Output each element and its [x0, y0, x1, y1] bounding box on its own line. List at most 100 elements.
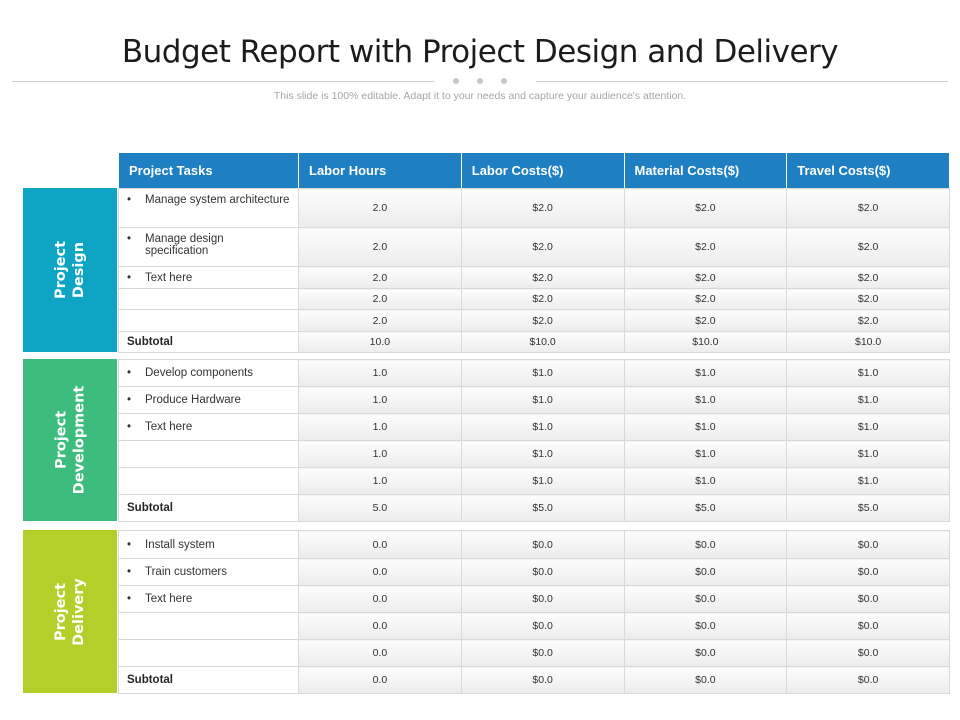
value-cell: $1.0	[460, 413, 625, 441]
table-row: • Text here 1.0 $1.0 $1.0 $1.0	[118, 413, 950, 441]
value-cell: 2.0	[298, 227, 462, 267]
subtotal-label: Subtotal	[118, 666, 299, 694]
subtotal-value: $0.0	[460, 666, 625, 694]
subtotal-value: $5.0	[460, 494, 625, 522]
value-cell: $2.0	[623, 309, 788, 332]
task-cell	[118, 440, 299, 468]
subtotal-value: 5.0	[298, 494, 462, 522]
value-cell: $0.0	[623, 585, 788, 613]
title-divider-left	[12, 81, 434, 82]
task-cell: • Train customers	[118, 558, 299, 586]
value-cell: $1.0	[623, 386, 788, 414]
task-cell	[118, 467, 299, 495]
task-cell: • Text here	[118, 266, 299, 289]
task-cell	[118, 288, 299, 310]
value-cell: 1.0	[298, 386, 462, 414]
value-cell: $1.0	[623, 467, 788, 495]
task-text: Manage system architecture	[145, 194, 290, 206]
value-cell: $2.0	[623, 266, 788, 289]
task-cell: • Develop components	[118, 359, 299, 387]
header-row: Project Tasks Labor Hours Labor Costs($)…	[118, 152, 950, 189]
slide-subtitle: This slide is 100% editable. Adapt it to…	[273, 90, 687, 102]
divider-dot	[453, 78, 459, 84]
value-cell: 0.0	[298, 558, 462, 586]
table-row: 2.0 $2.0 $2.0 $2.0	[118, 288, 950, 310]
value-cell: $0.0	[460, 558, 625, 586]
subtotal-row: Subtotal 0.0 $0.0 $0.0 $0.0	[118, 666, 950, 694]
value-cell: $0.0	[786, 585, 950, 613]
value-cell: $2.0	[786, 288, 950, 310]
divider-dot	[477, 78, 483, 84]
value-cell: $0.0	[786, 530, 950, 559]
value-cell: 1.0	[298, 467, 462, 495]
task-cell	[118, 612, 299, 640]
header-labor-costs: Labor Costs($)	[460, 152, 625, 189]
header-project-tasks: Project Tasks	[118, 152, 299, 189]
table-row: • Manage system architecture 2.0 $2.0 $2.0 $2…	[118, 188, 950, 228]
value-cell: 1.0	[298, 440, 462, 468]
table-header: Project Tasks Labor Hours Labor Costs($)…	[118, 152, 950, 189]
task-text: Produce Hardware	[145, 394, 241, 406]
subtotal-value: $5.0	[786, 494, 950, 522]
value-cell: 1.0	[298, 359, 462, 387]
task-cell	[118, 639, 299, 667]
value-cell: $1.0	[623, 413, 788, 441]
value-cell: $2.0	[460, 288, 625, 310]
task-cell: • Text here	[118, 413, 299, 441]
value-cell: $1.0	[786, 413, 950, 441]
table-row: • Text here 2.0 $2.0 $2.0 $2.0	[118, 266, 950, 289]
divider-dot	[501, 78, 507, 84]
value-cell: $2.0	[623, 188, 788, 228]
value-cell: $0.0	[460, 612, 625, 640]
task-cell: • Produce Hardware	[118, 386, 299, 414]
table-row: • Install system 0.0 $0.0 $0.0 $0.0	[118, 530, 950, 559]
section-label-design: Project Design	[23, 188, 117, 352]
value-cell: $1.0	[460, 440, 625, 468]
section-table-delivery: • Install system 0.0 $0.0 $0.0 $0.0 • Train cus…	[118, 530, 950, 694]
value-cell: $2.0	[460, 266, 625, 289]
value-cell: $2.0	[623, 227, 788, 267]
value-cell: $2.0	[460, 227, 625, 267]
value-cell: $2.0	[786, 227, 950, 267]
bullet-icon: •	[127, 194, 132, 206]
subtotal-value: 0.0	[298, 666, 462, 694]
section-label-delivery: Project Delivery	[23, 530, 117, 693]
value-cell: $1.0	[460, 359, 625, 387]
value-cell: $1.0	[786, 467, 950, 495]
bullet-icon: •	[127, 394, 132, 406]
value-cell: $2.0	[786, 266, 950, 289]
value-cell: $1.0	[786, 386, 950, 414]
value-cell: $0.0	[460, 585, 625, 613]
subtotal-label: Subtotal	[118, 494, 299, 522]
task-text: Text here	[145, 421, 193, 433]
value-cell: 1.0	[298, 413, 462, 441]
subtotal-value: $10.0	[623, 331, 788, 353]
task-cell: • Manage design specification	[118, 227, 299, 267]
table-row: 0.0 $0.0 $0.0 $0.0	[118, 639, 950, 667]
value-cell: $0.0	[786, 612, 950, 640]
bullet-icon: •	[127, 271, 132, 284]
subtotal-label: Subtotal	[118, 331, 299, 353]
task-cell: • Text here	[118, 585, 299, 613]
bullet-icon: •	[127, 421, 132, 433]
task-cell	[118, 309, 299, 332]
value-cell: 2.0	[298, 188, 462, 228]
bullet-icon: •	[127, 233, 132, 245]
table-row: 0.0 $0.0 $0.0 $0.0	[118, 612, 950, 640]
task-text: Text here	[145, 593, 193, 605]
section-label-development: Project Development	[23, 359, 117, 521]
value-cell: $0.0	[623, 639, 788, 667]
table-row: 1.0 $1.0 $1.0 $1.0	[118, 467, 950, 495]
table-row: • Manage design specification 2.0 $2.0 $2.0 $…	[118, 227, 950, 267]
task-text: Manage design specification	[145, 233, 224, 257]
task-text: Install system	[145, 538, 215, 551]
task-cell: • Install system	[118, 530, 299, 559]
table-row: • Produce Hardware 1.0 $1.0 $1.0 $1.0	[118, 386, 950, 414]
value-cell: $0.0	[623, 530, 788, 559]
section-label-text: Project Development	[53, 385, 88, 495]
value-cell: $1.0	[623, 359, 788, 387]
bullet-icon: •	[127, 367, 132, 379]
value-cell: $0.0	[623, 558, 788, 586]
value-cell: $0.0	[786, 558, 950, 586]
subtotal-value: $10.0	[786, 331, 950, 353]
